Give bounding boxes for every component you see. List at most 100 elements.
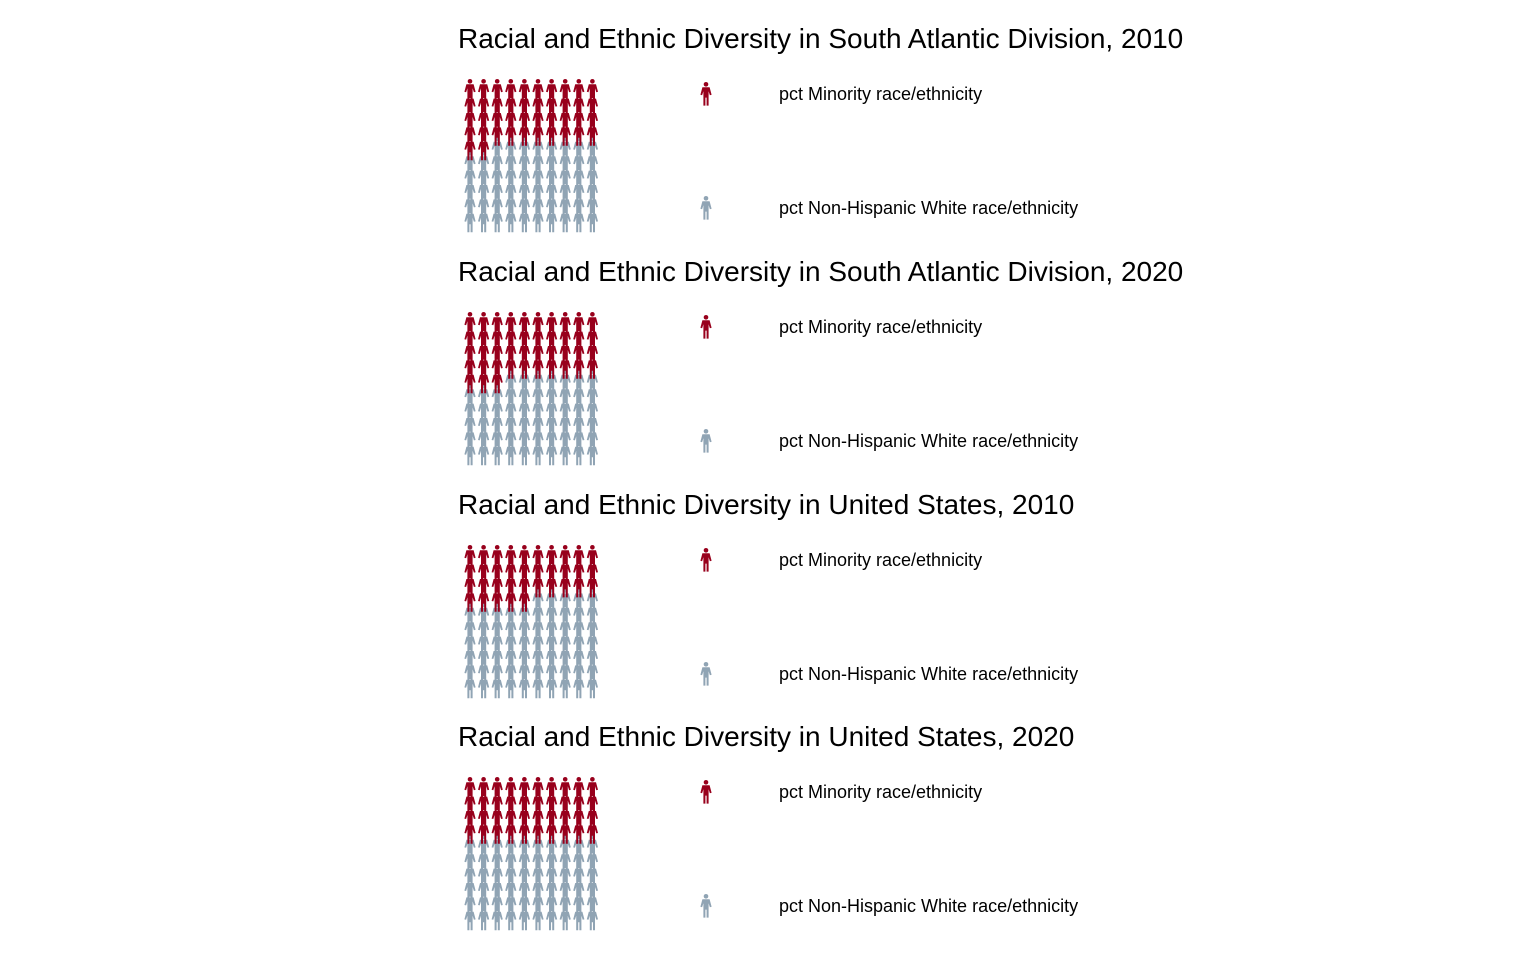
waffle-person-white bbox=[518, 849, 530, 873]
waffle-person-minority bbox=[478, 312, 490, 336]
legend-label-white: pct Non-Hispanic White race/ethnicity bbox=[779, 431, 1079, 451]
waffle-person-minority bbox=[573, 545, 585, 569]
waffle-person-white bbox=[559, 863, 571, 887]
waffle-person-white bbox=[518, 441, 530, 466]
waffle-person-white bbox=[559, 660, 571, 684]
waffle-person-minority bbox=[478, 369, 490, 394]
waffle-person-white bbox=[546, 136, 558, 161]
legend-person-icon-white bbox=[700, 662, 712, 686]
waffle-person-minority bbox=[546, 326, 558, 350]
waffle-person-white bbox=[532, 631, 544, 655]
waffle-person-minority bbox=[586, 559, 598, 583]
waffle-person-minority bbox=[464, 559, 476, 583]
waffle-person-white bbox=[573, 588, 585, 612]
waffle-person-white bbox=[532, 427, 544, 451]
waffle-person-minority bbox=[559, 93, 571, 117]
waffle-person-white bbox=[491, 194, 503, 218]
waffle-person-minority bbox=[546, 559, 558, 583]
legend-label-minority: pct Minority race/ethnicity bbox=[779, 550, 983, 570]
chart-title: Racial and Ethnic Diversity in United St… bbox=[458, 721, 1075, 752]
waffle-person-white bbox=[546, 151, 558, 175]
waffle-person-minority bbox=[532, 573, 544, 598]
waffle-person-minority bbox=[491, 805, 503, 830]
waffle-person-white bbox=[559, 194, 571, 218]
waffle-person-minority bbox=[546, 79, 558, 103]
waffle-person-white bbox=[559, 427, 571, 451]
waffle-person-minority bbox=[505, 122, 517, 146]
waffle-person-minority bbox=[505, 326, 517, 350]
waffle-person-minority bbox=[491, 355, 503, 379]
waffle-person-minority bbox=[518, 79, 530, 103]
waffle-person-minority bbox=[586, 93, 598, 117]
waffle-person-white bbox=[546, 660, 558, 684]
waffle-person-white bbox=[491, 136, 503, 161]
waffle-person-white bbox=[464, 441, 476, 466]
waffle-person-white bbox=[491, 179, 503, 204]
waffle-person-white bbox=[573, 165, 585, 189]
waffle-person-minority bbox=[532, 122, 544, 146]
waffle-person-white bbox=[532, 194, 544, 218]
waffle-person-white bbox=[586, 136, 598, 161]
waffle-person-white bbox=[518, 165, 530, 189]
waffle-person-minority bbox=[478, 79, 490, 103]
waffle-person-minority bbox=[546, 791, 558, 815]
waffle-person-white bbox=[586, 617, 598, 641]
waffle-person-minority bbox=[464, 107, 476, 132]
waffle-person-minority bbox=[586, 545, 598, 569]
waffle-person-white bbox=[586, 412, 598, 437]
waffle-person-white bbox=[586, 151, 598, 175]
waffle-person-white bbox=[491, 208, 503, 233]
waffle-person-minority bbox=[532, 326, 544, 350]
waffle-person-white bbox=[464, 179, 476, 204]
waffle-person-minority bbox=[464, 79, 476, 103]
waffle-person-white bbox=[532, 369, 544, 394]
waffle-person-white bbox=[559, 412, 571, 437]
waffle-person-white bbox=[505, 208, 517, 233]
waffle-person-white bbox=[586, 906, 598, 931]
waffle-person-minority bbox=[532, 355, 544, 379]
waffle-person-white bbox=[464, 631, 476, 655]
waffle-person-white bbox=[573, 208, 585, 233]
waffle-person-white bbox=[518, 631, 530, 655]
waffle-chart bbox=[464, 312, 598, 466]
chart-title: Racial and Ethnic Diversity in South Atl… bbox=[458, 23, 1184, 54]
person-icon bbox=[700, 196, 712, 220]
waffle-person-minority bbox=[573, 79, 585, 103]
waffle-person-minority bbox=[478, 573, 490, 598]
waffle-person-minority bbox=[586, 820, 598, 844]
waffle-person-minority bbox=[518, 545, 530, 569]
waffle-person-white bbox=[586, 384, 598, 408]
waffle-person-white bbox=[491, 660, 503, 684]
waffle-person-white bbox=[586, 427, 598, 451]
waffle-person-white bbox=[491, 427, 503, 451]
legend-person-icon-minority bbox=[700, 548, 712, 572]
waffle-person-white bbox=[532, 674, 544, 699]
waffle-person-white bbox=[559, 208, 571, 233]
waffle-person-white bbox=[518, 674, 530, 699]
waffle-person-white bbox=[518, 208, 530, 233]
waffle-person-white bbox=[559, 906, 571, 931]
waffle-person-white bbox=[532, 136, 544, 161]
waffle-person-white bbox=[586, 602, 598, 627]
waffle-person-white bbox=[532, 441, 544, 466]
waffle-person-minority bbox=[532, 79, 544, 103]
waffle-person-white bbox=[505, 877, 517, 902]
waffle-person-white bbox=[491, 834, 503, 859]
waffle-person-minority bbox=[586, 805, 598, 830]
waffle-person-white bbox=[491, 645, 503, 670]
waffle-person-white bbox=[546, 427, 558, 451]
waffle-person-minority bbox=[518, 805, 530, 830]
waffle-person-minority bbox=[505, 791, 517, 815]
waffle-person-minority bbox=[464, 777, 476, 801]
waffle-person-white bbox=[559, 588, 571, 612]
waffle-person-minority bbox=[518, 122, 530, 146]
waffle-person-minority bbox=[532, 559, 544, 583]
waffle-person-minority bbox=[573, 355, 585, 379]
waffle-person-white bbox=[491, 412, 503, 437]
waffle-person-white bbox=[532, 645, 544, 670]
waffle-person-white bbox=[559, 179, 571, 204]
waffle-person-white bbox=[559, 151, 571, 175]
waffle-person-white bbox=[491, 674, 503, 699]
waffle-person-white bbox=[464, 412, 476, 437]
waffle-person-white bbox=[518, 660, 530, 684]
